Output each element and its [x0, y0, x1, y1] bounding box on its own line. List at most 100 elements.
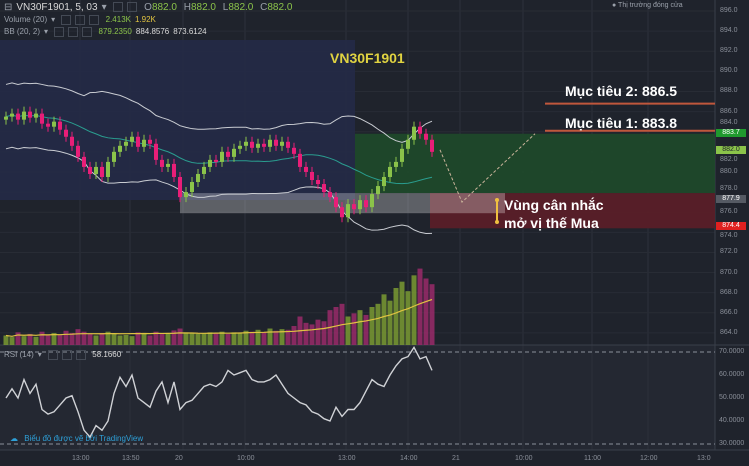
candle-body: [430, 139, 434, 152]
time-tick-label: 20: [175, 455, 183, 462]
volume-bar: [351, 313, 357, 345]
candle-body: [16, 113, 20, 120]
candle-body: [22, 111, 26, 120]
volume-bar: [231, 332, 237, 345]
settings-icon[interactable]: [62, 350, 73, 360]
candle-body: [214, 159, 218, 162]
volume-bar: [135, 332, 141, 345]
candle-body: [46, 123, 50, 127]
volume-bar: [69, 332, 75, 345]
volume-bar: [195, 333, 201, 345]
volume-bar: [399, 281, 405, 345]
candle-body: [262, 143, 266, 147]
volume-bar: [57, 334, 63, 345]
candle-body: [220, 151, 224, 162]
zone-marker-top: [495, 198, 499, 202]
chevron-down-icon[interactable]: ▾: [51, 15, 56, 25]
chevron-down-icon[interactable]: ▾: [101, 2, 107, 13]
candle-body: [388, 166, 392, 177]
candle-body: [64, 129, 68, 137]
chevron-down-icon[interactable]: ▾: [37, 350, 42, 360]
close-icon[interactable]: [82, 27, 93, 37]
candle-body: [400, 148, 404, 162]
volume-bar: [39, 331, 45, 345]
volume-bar: [171, 330, 177, 345]
candle-body: [4, 116, 8, 120]
price-tick-label: 890.0: [720, 67, 738, 75]
volume-bar: [411, 275, 417, 345]
price-tick-label: 874.0: [720, 232, 738, 239]
volume-bar: [417, 268, 423, 345]
eye-icon[interactable]: [61, 15, 72, 25]
candle-body: [34, 113, 38, 118]
collapse-icon[interactable]: ⊟: [4, 2, 13, 13]
close-icon[interactable]: [89, 15, 100, 25]
volume-bar: [321, 321, 327, 345]
volume-bar: [153, 331, 159, 345]
volume-bar: [255, 329, 261, 345]
candle-body: [10, 113, 14, 117]
rsi-line: [5, 346, 433, 439]
candle-body: [358, 200, 362, 210]
tradingview-watermark[interactable]: ☁ Biểu đồ được vẽ bởi TradingView: [10, 434, 147, 443]
price-tag: 874.4: [716, 222, 746, 230]
candle-body: [118, 145, 122, 152]
rsi-tick-label: 50.0000: [719, 394, 745, 401]
volume-bar: [75, 329, 81, 345]
close-icon[interactable]: [76, 350, 87, 360]
price-tick-label: 864.0: [720, 328, 738, 336]
volume-bar: [243, 330, 249, 345]
rsi-label[interactable]: RSI (14): [4, 350, 34, 360]
candle-body: [298, 153, 302, 167]
volume-bar: [9, 337, 15, 345]
time-tick-label: 13:00: [338, 455, 356, 462]
eye-icon[interactable]: [113, 2, 124, 13]
volume-bar: [93, 335, 99, 345]
volume-bar: [177, 328, 183, 345]
watermark-text[interactable]: Biểu đồ được vẽ bởi TradingView: [24, 434, 144, 443]
bb-basis-line: [5, 114, 433, 185]
time-tick-label: 13:50: [122, 455, 140, 462]
candle-body: [136, 136, 140, 147]
candle-body: [292, 147, 296, 154]
price-tick-label: 884.0: [720, 119, 738, 126]
volume-bar: [165, 333, 171, 345]
buy-zone-line-2: mở vị thế Mua: [504, 215, 599, 231]
symbol-text[interactable]: VN30F1901, 5, 03: [16, 2, 98, 13]
bb-upper-line: [5, 82, 433, 143]
volume-bar: [207, 332, 213, 345]
candle-body: [142, 139, 146, 147]
low-value: 882.0: [228, 2, 254, 13]
candle-body: [70, 136, 74, 146]
volume-bar: [51, 332, 57, 345]
volume-bar: [99, 332, 105, 345]
market-status-text: Thị trường đóng cửa: [618, 2, 683, 9]
close-value: 882.0: [267, 2, 293, 13]
projection-path: [439, 133, 536, 203]
settings-icon[interactable]: [75, 15, 86, 25]
time-tick-label: 10:00: [237, 455, 255, 462]
bb-legend: BB (20, 2) ▾ 879.2350 884.8576 873.6124: [4, 27, 211, 37]
bb-label[interactable]: BB (20, 2): [4, 27, 41, 37]
settings-icon[interactable]: [68, 27, 79, 37]
eye-icon[interactable]: [54, 27, 65, 37]
volume-bar: [147, 335, 153, 345]
candle-body: [130, 136, 134, 142]
chevron-down-icon[interactable]: ▾: [44, 27, 49, 37]
eye-icon[interactable]: [48, 350, 59, 360]
price-tag: 882.0: [716, 146, 746, 154]
volume-bar: [81, 331, 87, 345]
time-tick-label: 12:00: [640, 455, 658, 462]
volume-bar: [27, 333, 33, 345]
candle-body: [370, 194, 374, 208]
symbol-legend: ⊟ VN30F1901, 5, 03 ▾ O882.0 H882.0 L882.0 …: [4, 2, 293, 13]
bb-upper-value: 884.8576: [135, 27, 170, 37]
candle-body: [424, 133, 428, 140]
volume-bar: [45, 335, 51, 345]
volume-label[interactable]: Volume (20): [4, 15, 48, 25]
volume-bar: [15, 332, 21, 345]
price-tick-label: 882.0: [720, 156, 738, 163]
settings-icon[interactable]: [127, 2, 138, 13]
volume-bar: [309, 324, 315, 345]
